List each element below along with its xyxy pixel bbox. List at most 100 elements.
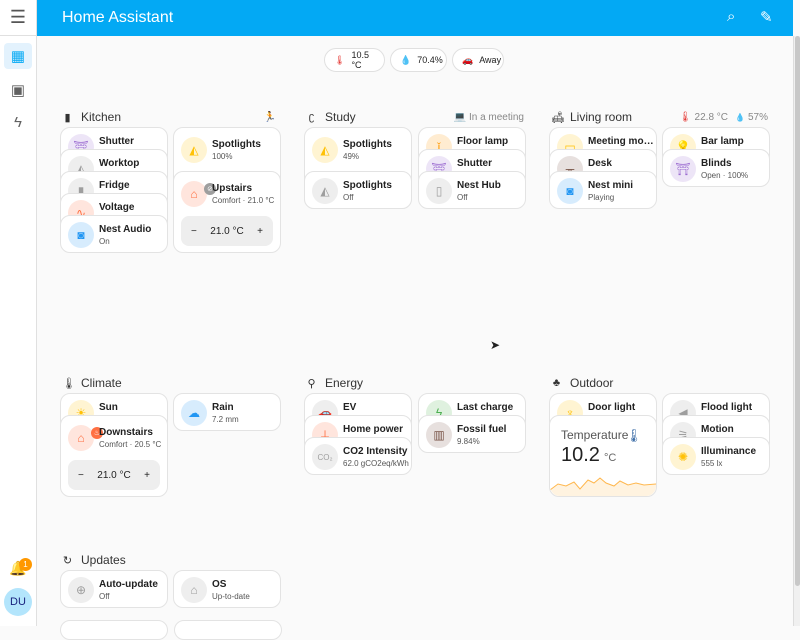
tile-illuminance[interactable]: ✺ Illuminance 555 lx	[662, 437, 770, 475]
decrease-button[interactable]: −	[78, 469, 84, 481]
tile-fossil-fuel[interactable]: ▥ Fossil fuel 9.84%	[418, 415, 526, 453]
tile-name: Fossil fuel	[457, 424, 507, 435]
home-thermostat-icon[interactable]: ⌂ ⊘	[181, 181, 216, 207]
decrease-button[interactable]: −	[191, 225, 197, 237]
section-heading-outdoor: ♣ Outdoor	[551, 376, 613, 390]
tile-nest-hub[interactable]: ▯ Nest Hub Off	[418, 171, 526, 209]
tile-state: On	[99, 237, 110, 246]
tile-nest-audio[interactable]: ◙ Nest Audio On	[60, 215, 168, 253]
auto-update-icon[interactable]: ⊕	[68, 577, 94, 603]
tile-name: Rain	[212, 402, 234, 413]
badge-water-drop[interactable]: 💧 70.4%	[390, 48, 447, 72]
tile-name: Last charge	[457, 402, 514, 413]
badge-thermometer[interactable]: 🌡 10.5 °C	[324, 48, 385, 72]
section-badge[interactable]: 🏃	[264, 112, 279, 123]
temperature-stepper: − 21.0 °C +	[181, 216, 273, 246]
tile-name: Meeting mode	[588, 136, 654, 147]
bell-icon[interactable]: 🔔 1	[9, 558, 32, 577]
scrollbar[interactable]	[793, 36, 800, 626]
avatar[interactable]: DU	[4, 588, 32, 616]
tablet-off-icon[interactable]: ▯	[426, 178, 452, 204]
setpoint-value: 21.0 °C	[97, 469, 131, 481]
section-badge-text: 22.8 °C	[694, 112, 729, 123]
section-badge[interactable]: 💻 In a meeting	[454, 112, 525, 123]
tile-os[interactable]: ⌂ OS Up-to-date	[173, 570, 281, 608]
scrollbar-thumb[interactable]	[795, 36, 800, 586]
tile-spotlights[interactable]: ◭ Spotlights Off	[304, 171, 412, 209]
account-box-icon[interactable]: ▣	[10, 82, 26, 99]
thermometer-icon: 🌡	[62, 377, 76, 390]
spotlight-icon[interactable]: ◭	[312, 137, 338, 163]
tile-nest-mini[interactable]: ◙ Nest mini Playing	[549, 171, 657, 209]
top-app-bar: Home Assistant ⌕ ✎	[37, 0, 793, 36]
spotlight-icon[interactable]: ◭	[181, 137, 207, 163]
tile-name: Flood light	[701, 402, 753, 413]
section-badge[interactable]: 🌡 22.8 °C 💧 57%	[679, 112, 768, 123]
section-heading-study: ʗ Study	[306, 110, 356, 124]
tile-auto-update[interactable]: ⊕ Auto-update Off	[60, 570, 168, 608]
motion-icon: 🏃	[263, 112, 276, 123]
tile-state: 555 lx	[701, 459, 723, 468]
increase-button[interactable]: +	[144, 469, 150, 481]
increase-button[interactable]: +	[257, 225, 263, 237]
tile-name: Nest Audio	[99, 224, 152, 235]
tile-partial[interactable]	[174, 620, 282, 640]
badge-car[interactable]: 🚗 Away	[452, 48, 504, 72]
home-thermostat-icon[interactable]: ⌂ ♨	[68, 425, 103, 451]
search-icon[interactable]: ⌕	[727, 8, 736, 25]
tile-partial[interactable]	[60, 620, 168, 640]
home-assistant-icon[interactable]: ⌂	[181, 577, 207, 603]
lightning-icon[interactable]: ϟ	[14, 113, 22, 131]
desk-lamp-icon: ʗ	[308, 111, 315, 123]
car-icon: 🚗	[462, 54, 474, 65]
tile-temperature[interactable]: Temperature 🌡 10.2 °C	[549, 415, 657, 497]
hamburger-icon[interactable]: ☰	[0, 0, 36, 36]
sensor-value: 10.2 °C	[561, 444, 616, 467]
brightness-icon[interactable]: ✺	[670, 444, 696, 470]
fire-icon: ♨	[91, 427, 103, 439]
tile-name: Downstairs	[99, 427, 153, 438]
water-drop-icon: 💧	[400, 54, 412, 65]
mouse-cursor: ➤	[490, 338, 501, 352]
tile-co2-intensity[interactable]: CO₂ CO2 Intensity 62.0 gCO2eq/kWh	[304, 437, 412, 475]
thermometer-icon: 🌡	[625, 428, 642, 443]
pencil-icon[interactable]: ✎	[760, 9, 773, 26]
section-title: Kitchen	[81, 110, 122, 124]
section-title: Updates	[81, 553, 126, 567]
barrel-icon[interactable]: ▥	[426, 422, 452, 448]
section-title: Climate	[81, 376, 122, 390]
section-heading-living-room: 🛋 Living room	[551, 110, 632, 124]
tile-name: EV	[343, 402, 357, 413]
sensor-unit: °C	[603, 452, 617, 464]
tile-upstairs[interactable]: ⌂ ⊘ Upstairs Comfort · 21.0 °C − 21.0 °C +	[173, 171, 281, 253]
badge-text: 70.4%	[417, 55, 443, 65]
sensor-state: 10.2	[561, 444, 600, 466]
spotlight-icon[interactable]: ◭	[312, 178, 338, 204]
sensor-name: Temperature	[561, 428, 629, 442]
co2-icon[interactable]: CO₂	[312, 444, 338, 470]
speaker-icon[interactable]: ◙	[68, 222, 94, 248]
blinds-icon[interactable]: ⛩	[670, 156, 696, 182]
tile-name: Auto-update	[99, 579, 158, 590]
tile-name: CO2 Intensity	[343, 446, 408, 457]
tile-name: Sun	[99, 402, 118, 413]
tile-state: Off	[343, 193, 354, 202]
page-title: Home Assistant	[62, 9, 174, 26]
thermometer-icon: 🌡	[334, 54, 346, 65]
tile-name: Home power	[343, 424, 404, 435]
cloud-rain-icon[interactable]: ☁	[181, 400, 207, 426]
tile-rain[interactable]: ☁ Rain 7.2 mm	[173, 393, 281, 431]
off-icon: ⊘	[204, 183, 216, 195]
dashboard-icon[interactable]: ▦	[4, 43, 32, 69]
tile-state: 7.2 mm	[212, 415, 239, 424]
tile-name: Bar lamp	[701, 136, 744, 147]
tile-state: Playing	[588, 193, 615, 202]
tree-icon: ♣	[552, 377, 561, 389]
section-badge-text-2: 57%	[747, 112, 768, 123]
transmission-tower-icon: ⚲	[307, 377, 316, 390]
speaker-play-icon[interactable]: ◙	[557, 178, 583, 204]
tile-blinds[interactable]: ⛩ Blinds Open · 100%	[662, 149, 770, 187]
tile-downstairs[interactable]: ⌂ ♨ Downstairs Comfort · 20.5 °C − 21.0 °C +	[60, 415, 168, 497]
tile-name: Spotlights	[212, 139, 261, 150]
tile-name: Illuminance	[701, 446, 757, 457]
